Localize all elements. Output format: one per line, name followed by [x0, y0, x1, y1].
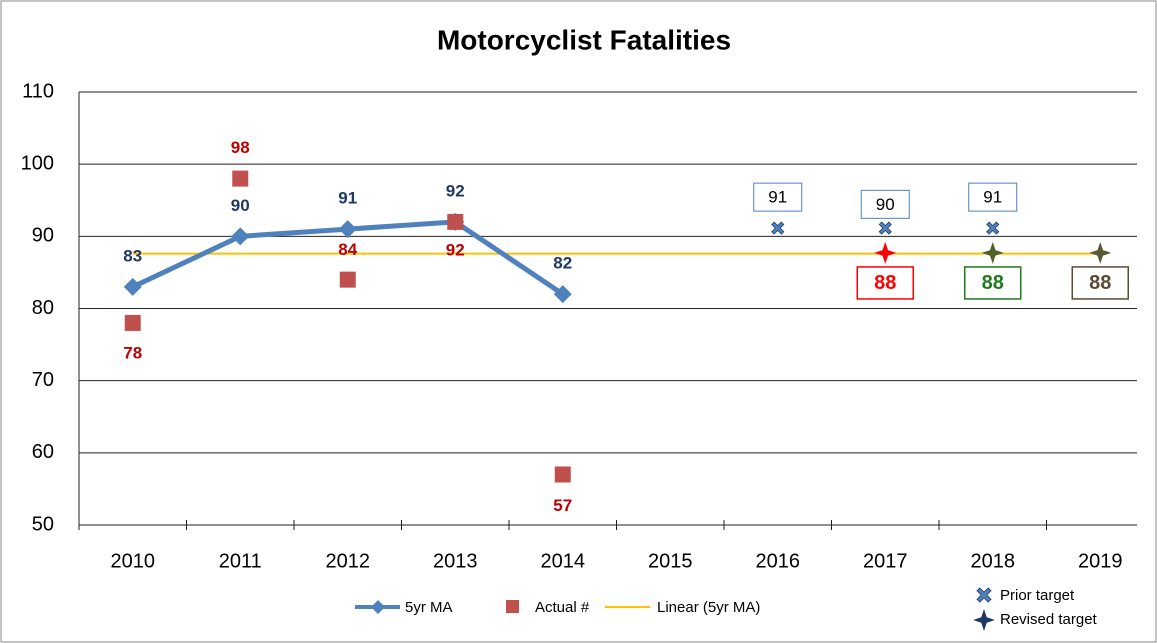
data-label: 88 — [982, 272, 1004, 294]
data-label: 91 — [338, 189, 357, 208]
marker-square — [447, 213, 464, 230]
marker-square — [232, 170, 249, 187]
marker-square — [339, 271, 356, 288]
data-label: 90 — [876, 195, 895, 214]
x-tick-label: 2014 — [541, 550, 586, 572]
data-label: 57 — [553, 496, 572, 515]
y-tick-label: 60 — [32, 441, 54, 463]
data-label: 91 — [983, 188, 1002, 207]
y-tick-label: 70 — [32, 369, 54, 391]
x-tick-label: 2015 — [648, 550, 693, 572]
y-tick-label: 90 — [32, 225, 54, 247]
x-tick-label: 2017 — [863, 550, 908, 572]
y-tick-label: 100 — [21, 152, 54, 174]
data-label: 90 — [231, 196, 250, 215]
data-label: 82 — [553, 254, 572, 273]
x-tick-label: 2013 — [433, 550, 478, 572]
marker-x — [986, 221, 1000, 235]
legend-marker — [371, 600, 385, 614]
legend-marker — [976, 587, 992, 603]
marker-x — [771, 221, 785, 235]
data-label: 92 — [446, 240, 465, 259]
data-label: 92 — [446, 181, 465, 200]
label-box — [1071, 266, 1129, 300]
label-box — [860, 189, 910, 219]
x-tick-label: 2012 — [326, 550, 371, 572]
data-label: 84 — [338, 240, 357, 259]
legend-label: Linear (5yr MA) — [657, 599, 760, 616]
legend-label: Prior target — [1000, 587, 1075, 604]
marker-diamond — [338, 220, 357, 239]
y-tick-label: 80 — [32, 297, 54, 319]
y-tick-label: 110 — [22, 80, 54, 102]
x-tick-label: 2018 — [971, 550, 1016, 572]
y-tick-label: 50 — [32, 513, 54, 535]
legend-marker — [506, 600, 519, 613]
marker-square — [124, 314, 141, 331]
legend-marker — [973, 609, 995, 631]
legend-label: Actual # — [535, 599, 590, 616]
marker-x — [878, 221, 892, 235]
data-label: 91 — [768, 188, 787, 207]
marker-diamond — [123, 277, 142, 296]
legend-label: Revised target — [1000, 611, 1098, 628]
label-box — [964, 266, 1022, 300]
x-tick-label: 2016 — [756, 550, 801, 572]
data-label: 88 — [1089, 272, 1111, 294]
marker-square — [554, 466, 571, 483]
data-label: 98 — [231, 138, 250, 157]
x-tick-label: 2019 — [1078, 550, 1123, 572]
marker-diamond — [553, 285, 572, 304]
data-label: 88 — [874, 272, 896, 294]
label-box — [968, 182, 1018, 212]
marker-star — [1089, 241, 1112, 264]
marker-star — [981, 241, 1004, 264]
marker-star — [874, 241, 897, 264]
data-label: 83 — [123, 246, 142, 265]
label-box — [856, 266, 914, 300]
chart-title: Motorcyclist Fatalities — [437, 24, 731, 55]
x-tick-label: 2010 — [111, 550, 156, 572]
legend-label: 5yr MA — [405, 599, 453, 616]
label-box — [753, 182, 803, 212]
marker-diamond — [231, 227, 250, 246]
data-label: 78 — [123, 343, 142, 362]
x-tick-label: 2011 — [219, 550, 262, 572]
